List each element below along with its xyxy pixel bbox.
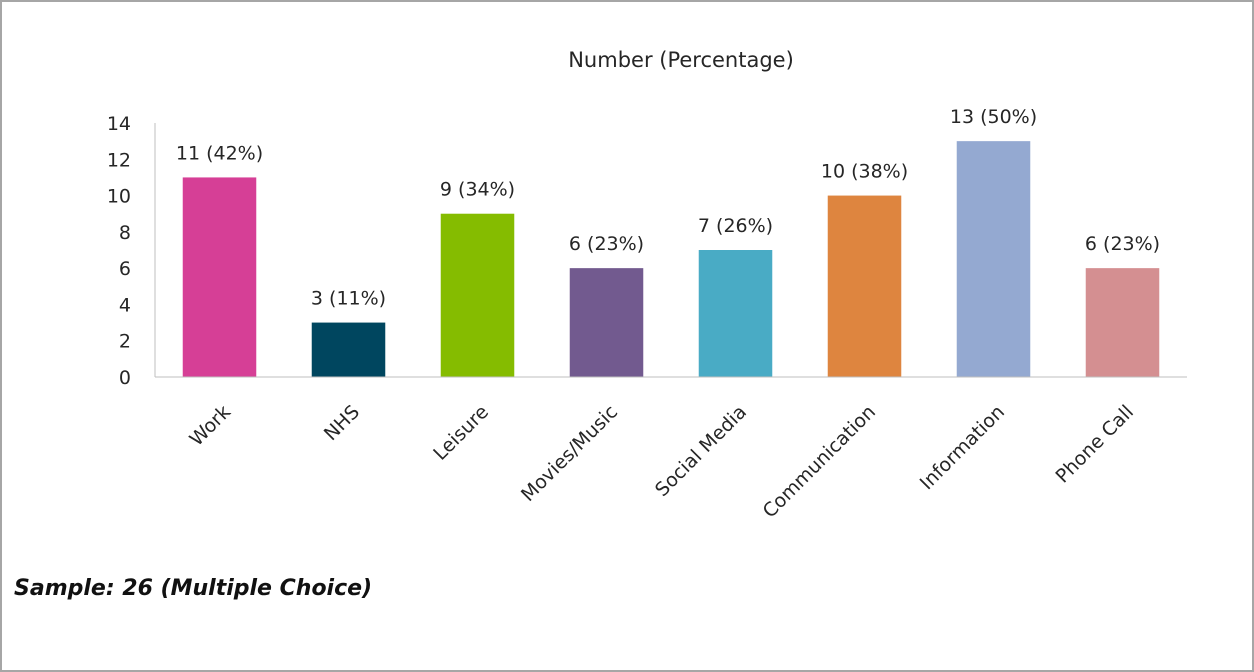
bar	[182, 177, 257, 377]
bar	[698, 250, 773, 377]
data-label: 6 (23%)	[569, 233, 644, 255]
data-label: 9 (34%)	[440, 179, 515, 201]
data-label: 3 (11%)	[311, 288, 386, 310]
chart-title: Number (Percentage)	[568, 48, 794, 72]
y-tick-label: 10	[107, 186, 131, 208]
data-label: 11 (42%)	[176, 142, 263, 164]
sample-footnote: Sample: 26 (Multiple Choice)	[14, 576, 373, 601]
x-tick-label: Movies/Music	[517, 401, 622, 506]
bar	[569, 268, 644, 377]
data-label: 10 (38%)	[821, 161, 908, 183]
bars: 11 (42%) 3 (11%) 9 (34%) 6 (23%) 7 (26%) 10 (…	[176, 106, 1160, 377]
x-tick-label: Phone Call	[1052, 401, 1139, 488]
data-label: 13 (50%)	[950, 106, 1037, 128]
y-tick-label: 12	[107, 149, 131, 171]
bar	[311, 322, 386, 377]
y-tick-label: 4	[119, 294, 131, 316]
x-axis: Work NHS Leisure Movies/Music Social Media Co…	[155, 376, 1187, 522]
bar	[440, 213, 515, 377]
y-tick-label: 6	[119, 258, 131, 280]
x-tick-label: NHS	[320, 401, 364, 445]
bar	[827, 195, 902, 377]
x-tick-label: Work	[185, 401, 235, 451]
data-label: 6 (23%)	[1085, 233, 1160, 255]
x-tick-label: Communication	[759, 401, 880, 522]
data-label: 7 (26%)	[698, 215, 773, 237]
x-tick-label: Leisure	[429, 401, 493, 465]
y-tick-label: 14	[107, 113, 131, 135]
y-axis: 0 2 4 6 8 10 12 14	[107, 113, 156, 389]
bar	[1085, 268, 1160, 377]
y-tick-label: 2	[119, 331, 131, 353]
y-tick-label: 0	[119, 367, 131, 389]
bar	[956, 141, 1031, 377]
y-tick-label: 8	[119, 222, 131, 244]
x-tick-label: Social Media	[651, 401, 751, 501]
x-tick-label: Information	[916, 401, 1009, 494]
